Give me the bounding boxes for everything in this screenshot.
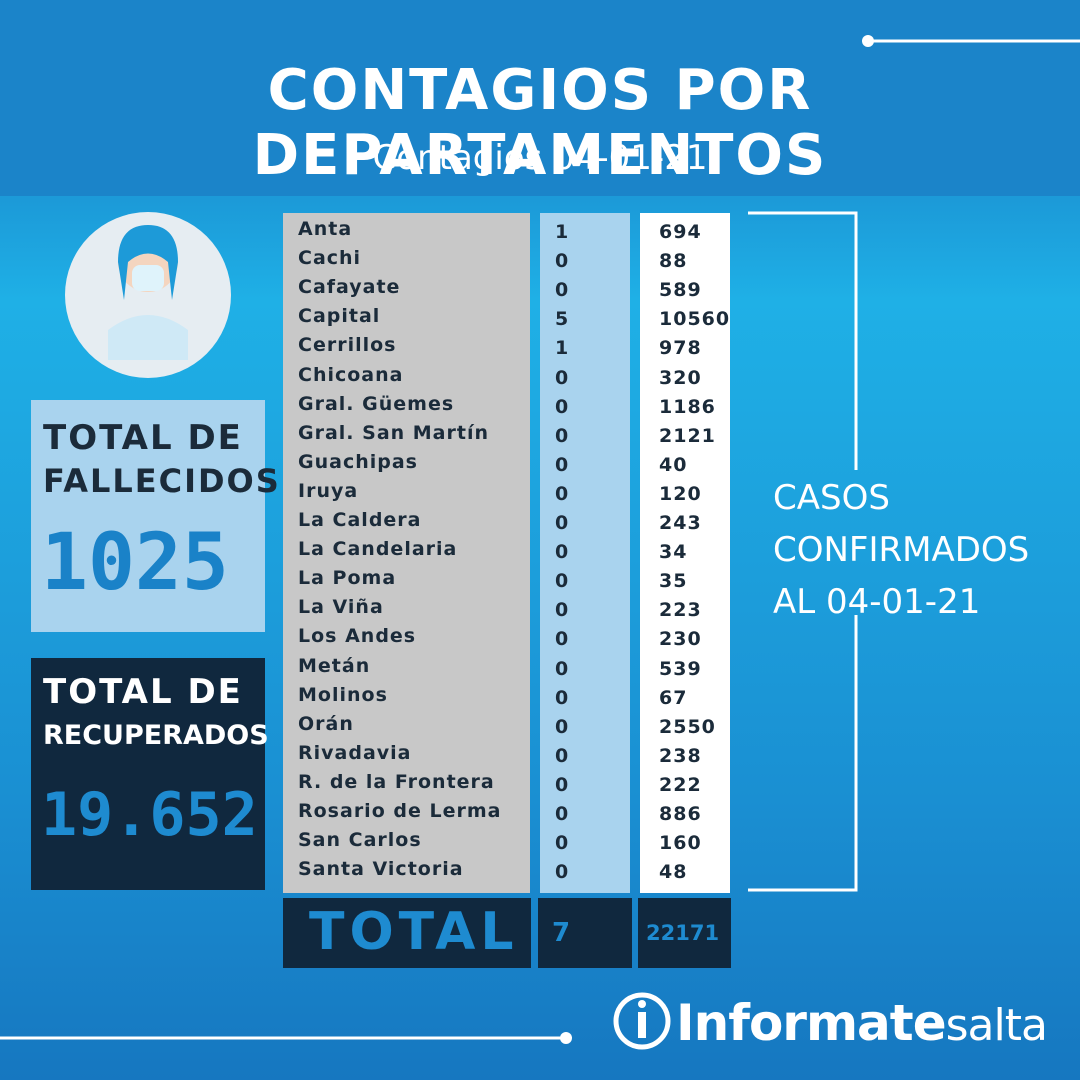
total-cell: TOTAL — [283, 898, 531, 968]
deaths-value: 1025 — [41, 518, 229, 608]
total-cases: 35 — [659, 570, 688, 593]
department-name: R. de la Frontera — [298, 770, 495, 793]
department-name: Molinos — [298, 683, 388, 706]
total-cases: 539 — [659, 657, 702, 680]
department-name: Los Andes — [298, 625, 417, 648]
side-note-line: CASOS — [773, 478, 890, 518]
total-cases: 34 — [659, 541, 688, 564]
new-cases: 0 — [555, 803, 570, 825]
department-name: Guachipas — [298, 450, 418, 473]
total-cases: 2550 — [659, 715, 716, 738]
new-cases: 0 — [555, 279, 570, 302]
total-cases: 223 — [659, 599, 702, 622]
total-new: 7 — [552, 918, 571, 948]
side-note: CASOS CONFIRMADOS AL 04-01-21 — [773, 472, 1029, 628]
new-cases: 5 — [555, 308, 570, 331]
total-cases: 22171 — [646, 921, 720, 945]
name-column: Anta Cachi Cafayate Capital Cerrillos Chicoan… — [283, 213, 530, 893]
new-cases: 0 — [555, 686, 570, 709]
new-cases: 1 — [555, 221, 570, 243]
department-name: La Viña — [298, 596, 384, 619]
deaths-box: TOTAL DE FALLECIDOS 1025 — [31, 400, 279, 632]
department-name: La Candelaria — [298, 538, 458, 561]
department-name: Iruya — [298, 479, 359, 502]
department-name: San Carlos — [298, 829, 422, 852]
header-band — [0, 0, 1080, 196]
total-cases: 1186 — [659, 395, 716, 418]
total-cases: 320 — [659, 366, 702, 389]
total-cases: 40 — [659, 453, 688, 476]
new-cases: 1 — [555, 337, 570, 360]
new-cases: 0 — [555, 715, 570, 738]
department-name: Capital — [298, 305, 381, 328]
department-name: La Poma — [298, 567, 397, 590]
new-cases: 0 — [555, 832, 570, 855]
new-cases: 0 — [555, 512, 570, 534]
department-name: La Caldera — [298, 509, 422, 531]
recovered-label: RECUPERADOS — [43, 720, 269, 751]
deaths-label: FALLECIDOS — [43, 462, 281, 500]
subtitle: Contagios 04-01-21 — [372, 138, 708, 178]
new-cases: 0 — [555, 366, 570, 389]
deaths-label: TOTAL DE — [43, 418, 243, 458]
new-cases: 0 — [555, 453, 570, 476]
total-cases: 67 — [659, 686, 688, 709]
total-cases: 222 — [659, 773, 702, 796]
department-name: Orán — [298, 712, 354, 735]
total-cases: 88 — [659, 250, 688, 273]
new-cases: 0 — [555, 628, 570, 651]
recovered-value: 19.652 — [41, 780, 258, 850]
brand: Informatesalta — [676, 994, 1048, 1052]
side-note-line: AL 04-01-21 — [773, 582, 981, 622]
total-cases: 243 — [659, 512, 702, 534]
total-cases: 978 — [659, 337, 702, 360]
new-cases: 0 — [555, 250, 570, 273]
total-cases: 10560 — [659, 308, 731, 331]
side-note-line: CONFIRMADOS — [773, 530, 1030, 570]
department-name: Rivadavia — [298, 741, 412, 764]
recovered-box: TOTAL DE RECUPERADOS 19.652 — [31, 658, 269, 890]
total-label: TOTAL — [309, 902, 519, 962]
new-cases: 0 — [555, 482, 570, 505]
department-name: Rosario de Lerma — [298, 800, 502, 822]
new-cases: 0 — [555, 773, 570, 796]
cases-column: 694 88 589 10560 978 320 1186 2121 40 120 243 34 35 2… — [640, 213, 730, 893]
department-name: Cerrillos — [298, 334, 397, 357]
total-cell: 7 — [538, 898, 632, 968]
department-name: Chicoana — [298, 363, 404, 386]
department-name: Metán — [298, 654, 371, 677]
department-name: Anta — [298, 218, 353, 240]
new-cases: 0 — [555, 541, 570, 564]
total-cases: 694 — [659, 221, 702, 243]
new-cases: 0 — [555, 861, 570, 884]
new-cases: 0 — [555, 657, 570, 680]
new-cases: 0 — [555, 395, 570, 418]
total-cases: 2121 — [659, 424, 716, 447]
brand-suffix: salta — [945, 1000, 1048, 1051]
title: CONTAGIOS POR DEPARTAMENTOS — [252, 58, 828, 188]
department-name: Cafayate — [298, 276, 401, 299]
total-cases: 238 — [659, 744, 702, 767]
new-cases: 0 — [555, 744, 570, 767]
total-cases: 589 — [659, 279, 702, 302]
total-cases: 48 — [659, 861, 688, 884]
new-cases: 0 — [555, 424, 570, 447]
recovered-label: TOTAL DE — [43, 672, 243, 712]
department-name: Gral. Güemes — [298, 392, 455, 415]
new-cases: 0 — [555, 570, 570, 593]
new-cases: 0 — [555, 599, 570, 622]
total-cases: 120 — [659, 482, 702, 505]
brand-name: Informate — [676, 994, 947, 1052]
department-name: Gral. San Martín — [298, 421, 489, 444]
department-name: Cachi — [298, 247, 362, 270]
total-cases: 886 — [659, 803, 702, 825]
total-cases: 230 — [659, 628, 702, 651]
department-name: Santa Victoria — [298, 858, 464, 881]
total-cell: 22171 — [638, 898, 731, 968]
total-cases: 160 — [659, 832, 702, 855]
